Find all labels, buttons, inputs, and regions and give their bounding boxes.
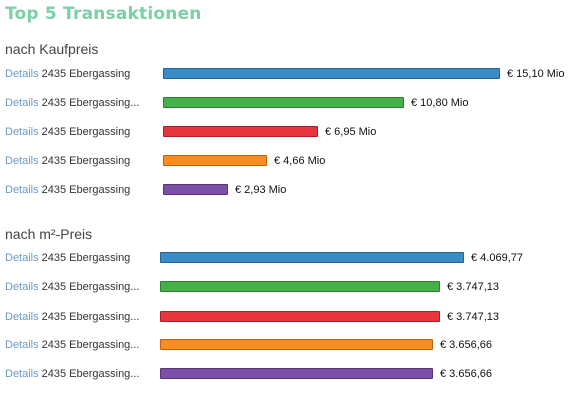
section-title: nach m²-Preis [5, 226, 93, 242]
category-label: 2435 Ebergassing [41, 126, 131, 138]
bar-value-label: € 3.747,13 [447, 281, 499, 293]
bar [163, 184, 228, 195]
row-label: Details 2435 Ebergassing [5, 251, 130, 265]
category-label: 2435 Ebergassing [41, 155, 131, 167]
category-label: 2435 Ebergassing [41, 252, 131, 264]
bar [160, 281, 440, 292]
bar [160, 368, 433, 379]
bar-value-label: € 3.656,66 [440, 368, 492, 380]
details-link[interactable]: Details [5, 311, 39, 323]
row-label: Details 2435 Ebergassing [5, 183, 130, 197]
details-link[interactable]: Details [5, 68, 39, 80]
category-label: 2435 Ebergassing... [41, 339, 140, 351]
chart-row: Details 2435 Ebergassing... € 3.656,66 [0, 367, 577, 387]
chart-row: Details 2435 Ebergassing... € 10,80 Mio [0, 96, 577, 116]
category-label: 2435 Ebergassing [41, 68, 131, 80]
row-label: Details 2435 Ebergassing... [5, 310, 139, 324]
category-label: 2435 Ebergassing... [41, 97, 140, 109]
bar-value-label: € 4.069,77 [471, 252, 523, 264]
row-label: Details 2435 Ebergassing... [5, 338, 139, 352]
bar [163, 97, 404, 108]
page-title: Top 5 Transaktionen [5, 4, 202, 24]
bar [163, 126, 318, 137]
details-link[interactable]: Details [5, 97, 39, 109]
details-link[interactable]: Details [5, 184, 39, 196]
chart-row: Details 2435 Ebergassing € 15,10 Mio [0, 67, 577, 87]
row-label: Details 2435 Ebergassing... [5, 367, 139, 381]
chart-row: Details 2435 Ebergassing € 6,95 Mio [0, 125, 577, 145]
row-label: Details 2435 Ebergassing... [5, 280, 139, 294]
details-link[interactable]: Details [5, 281, 39, 293]
details-link[interactable]: Details [5, 155, 39, 167]
bar-value-label: € 3.656,66 [440, 339, 492, 351]
chart-row: Details 2435 Ebergassing € 4.069,77 [0, 251, 577, 271]
row-label: Details 2435 Ebergassing [5, 125, 130, 139]
bar [163, 68, 500, 79]
category-label: 2435 Ebergassing [41, 184, 131, 196]
chart-row: Details 2435 Ebergassing... € 3.747,13 [0, 280, 577, 300]
bar [160, 339, 433, 350]
chart-row: Details 2435 Ebergassing € 2,93 Mio [0, 183, 577, 203]
bar [160, 311, 440, 322]
bar-value-label: € 2,93 Mio [235, 184, 287, 196]
chart-row: Details 2435 Ebergassing € 4,66 Mio [0, 154, 577, 174]
category-label: 2435 Ebergassing... [41, 281, 140, 293]
section-title: nach Kaufpreis [5, 41, 99, 57]
row-label: Details 2435 Ebergassing [5, 154, 130, 168]
details-link[interactable]: Details [5, 252, 39, 264]
bar-value-label: € 4,66 Mio [274, 155, 326, 167]
details-link[interactable]: Details [5, 126, 39, 138]
category-label: 2435 Ebergassing... [41, 368, 140, 380]
bar-value-label: € 15,10 Mio [507, 68, 565, 80]
category-label: 2435 Ebergassing... [41, 311, 140, 323]
details-link[interactable]: Details [5, 368, 39, 380]
row-label: Details 2435 Ebergassing... [5, 96, 139, 110]
chart-row: Details 2435 Ebergassing... € 3.747,13 [0, 310, 577, 330]
row-label: Details 2435 Ebergassing [5, 67, 130, 81]
bar [160, 252, 464, 263]
chart-row: Details 2435 Ebergassing... € 3.656,66 [0, 338, 577, 358]
bar [163, 155, 267, 166]
bar-value-label: € 3.747,13 [447, 311, 499, 323]
bar-value-label: € 6,95 Mio [325, 126, 377, 138]
details-link[interactable]: Details [5, 339, 39, 351]
bar-value-label: € 10,80 Mio [411, 97, 469, 109]
